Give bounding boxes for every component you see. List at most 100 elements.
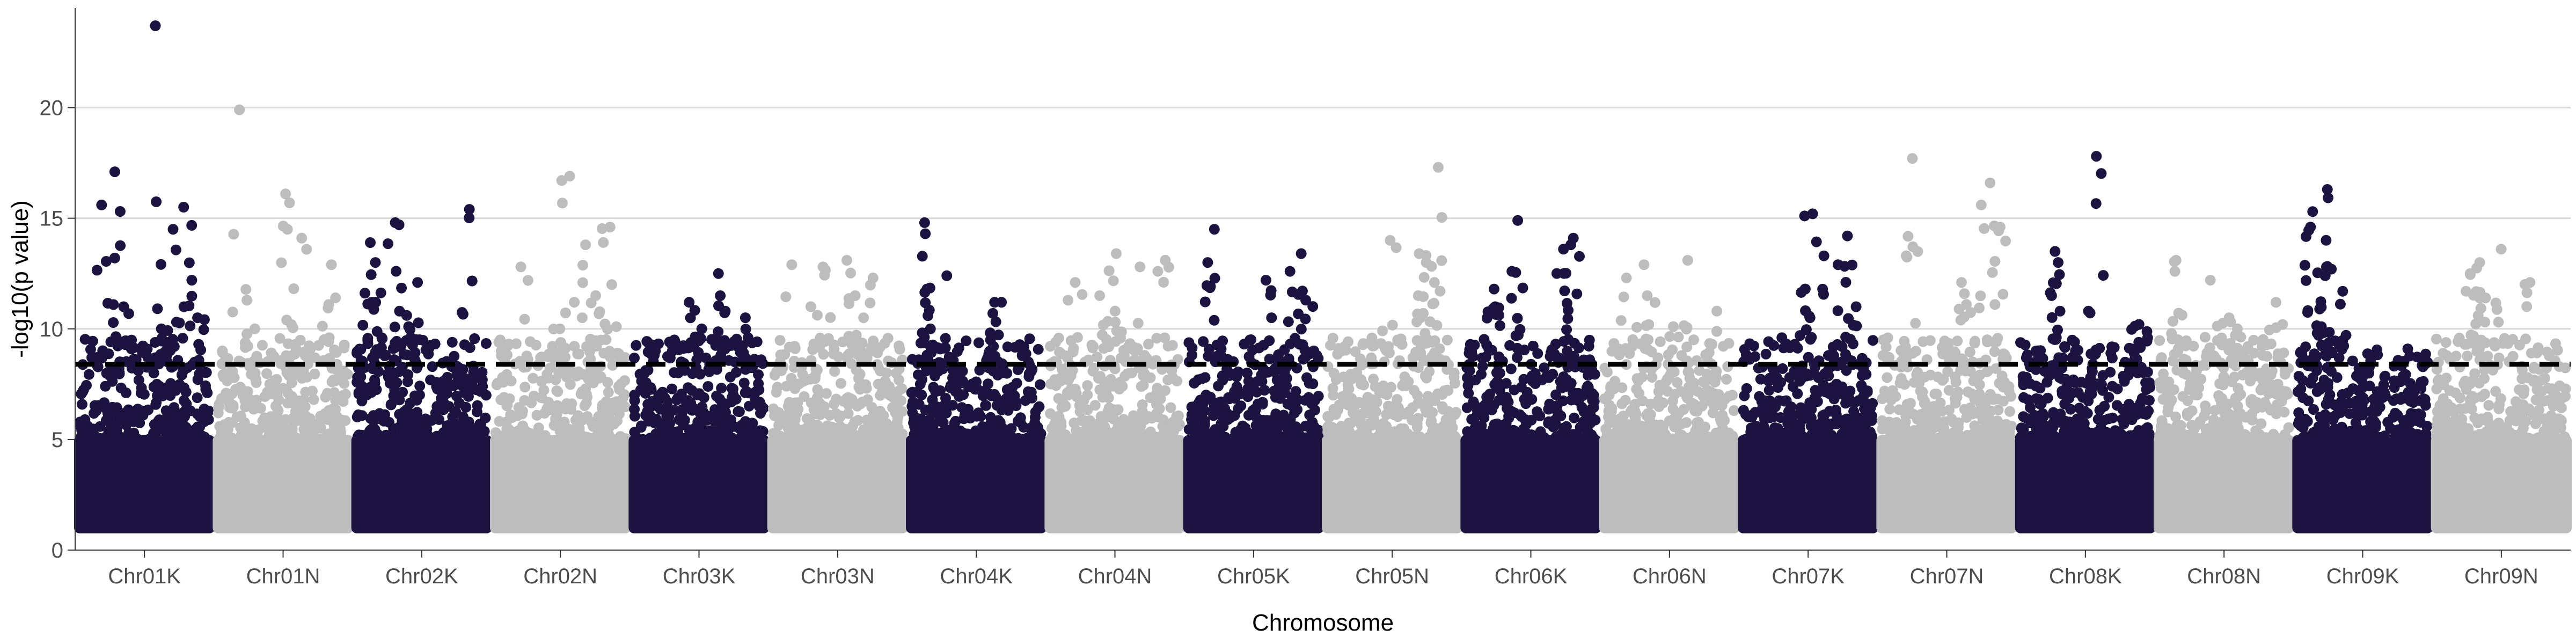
snp-point: [1247, 344, 1258, 355]
snp-point: [897, 406, 908, 417]
snp-peak-point: [805, 301, 816, 312]
snp-point: [955, 377, 967, 389]
dense-point-band: [74, 435, 215, 533]
snp-point: [1639, 423, 1650, 434]
snp-point: [1833, 389, 1845, 400]
snp-point: [1045, 408, 1056, 419]
snp-point: [1132, 318, 1144, 329]
snp-point: [2157, 418, 2168, 429]
snp-point: [2057, 389, 2068, 400]
snp-point: [1266, 417, 1277, 428]
snp-point: [1226, 434, 1238, 445]
snp-point: [259, 391, 270, 402]
snp-point: [228, 229, 239, 240]
snp-point: [989, 297, 1000, 308]
snp-point: [2368, 393, 2380, 405]
snp-point: [1606, 402, 1618, 414]
dense-point-band: [1183, 435, 1324, 533]
snp-point: [636, 376, 647, 387]
snp-peak-point: [1711, 305, 1723, 317]
snp-point: [1212, 404, 1223, 415]
snp-point: [123, 308, 134, 319]
snp-point: [1631, 321, 1642, 333]
snp-point: [383, 371, 394, 383]
snp-point: [602, 324, 613, 335]
snp-point: [925, 340, 936, 352]
snp-point: [1776, 332, 1788, 343]
snp-point: [1514, 409, 1525, 420]
snp-point: [1158, 276, 1169, 288]
snp-point: [661, 411, 672, 422]
snp-peak-point: [1638, 259, 1650, 270]
snp-point: [100, 256, 112, 267]
snp-point: [1216, 343, 1227, 355]
snp-point: [2293, 407, 2304, 418]
snp-point: [184, 257, 195, 268]
snp-point: [683, 382, 694, 393]
snp-point: [185, 320, 196, 332]
snp-point: [2069, 336, 2080, 348]
snp-point: [2096, 168, 2107, 179]
snp-point: [603, 386, 614, 398]
snp-point: [1045, 341, 1056, 352]
snp-point: [1501, 398, 1512, 409]
snp-point: [1157, 421, 1168, 432]
snp-point: [2096, 379, 2107, 390]
snp-point: [398, 349, 409, 360]
snp-point: [1152, 266, 1163, 277]
snp-point: [167, 407, 179, 418]
snp-point: [308, 394, 319, 405]
snp-point: [650, 428, 662, 440]
snp-point: [314, 433, 326, 444]
snp-point: [973, 337, 984, 348]
snp-point: [115, 240, 126, 251]
snp-point: [1867, 335, 1878, 346]
snp-point: [369, 377, 380, 389]
snp-point: [2054, 269, 2065, 280]
snp-point: [2297, 392, 2309, 404]
snp-point: [157, 390, 168, 401]
snp-point: [1189, 419, 1199, 430]
snp-point: [594, 412, 605, 423]
snp-point: [990, 316, 1001, 327]
snp-point: [216, 358, 228, 370]
snp-point: [919, 287, 931, 298]
snp-point: [2262, 380, 2273, 391]
snp-point: [1847, 259, 1858, 270]
snp-point: [1543, 416, 1554, 427]
snp-point: [923, 433, 934, 444]
snp-point: [1136, 381, 1147, 392]
snp-point: [241, 328, 252, 340]
snp-point: [1755, 374, 1766, 385]
snp-point: [444, 379, 456, 391]
snp-peak-point: [841, 255, 852, 266]
snp-peak-point: [178, 202, 189, 213]
snp-point: [2173, 308, 2184, 319]
snp-point: [368, 410, 379, 421]
snp-point: [181, 398, 192, 409]
chromosome-points-Chr01N: [213, 104, 354, 533]
snp-point: [360, 288, 370, 299]
snp-point: [849, 416, 860, 428]
snp-peak-point: [412, 277, 423, 288]
snp-point: [2227, 410, 2238, 421]
snp-point: [557, 197, 568, 209]
snp-point: [1544, 398, 1555, 409]
snp-point: [1143, 339, 1154, 350]
snp-point: [1832, 305, 1843, 316]
snp-point: [691, 429, 702, 440]
snp-peak-point: [1975, 199, 1987, 210]
snp-point: [1209, 314, 1220, 326]
snp-point: [396, 282, 407, 294]
snp-point: [559, 433, 570, 444]
snp-point: [1427, 407, 1438, 418]
snp-point: [329, 387, 340, 398]
snp-point: [1823, 350, 1834, 361]
snp-point: [1301, 372, 1312, 383]
snp-point: [457, 411, 469, 422]
snp-point: [1989, 256, 2001, 267]
snp-point: [1407, 414, 1418, 426]
snp-point: [1503, 412, 1514, 423]
snp-point: [1030, 422, 1042, 434]
snp-point: [2257, 341, 2268, 352]
